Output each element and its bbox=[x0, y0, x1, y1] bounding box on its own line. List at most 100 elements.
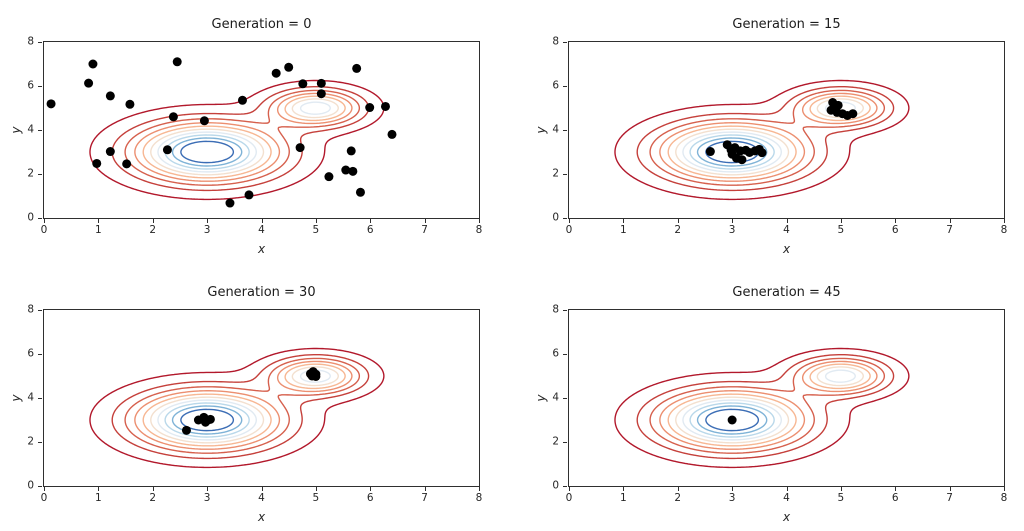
y-tick-mark bbox=[563, 310, 567, 311]
y-tick-mark bbox=[38, 354, 42, 355]
y-tick-mark bbox=[563, 218, 567, 219]
x-tick-label: 3 bbox=[203, 224, 211, 236]
x-axis-label: x bbox=[782, 242, 791, 256]
x-tick-mark bbox=[261, 487, 263, 491]
x-tick-mark bbox=[623, 219, 625, 223]
x-tick-mark bbox=[1004, 487, 1005, 491]
x-tick-mark bbox=[152, 487, 154, 491]
x-tick-label: 7 bbox=[946, 492, 953, 504]
plot-title: Generation = 45 bbox=[732, 285, 841, 300]
y-tick-mark bbox=[38, 310, 42, 311]
x-tick-mark bbox=[623, 487, 625, 491]
y-tick-mark bbox=[563, 86, 567, 87]
x-tick-mark bbox=[732, 219, 734, 223]
x-tick-mark bbox=[152, 219, 154, 223]
x-axis-label: x bbox=[782, 510, 791, 524]
y-tick-mark bbox=[563, 174, 567, 175]
plot-area bbox=[43, 41, 480, 219]
x-tick-mark bbox=[949, 487, 951, 491]
x-tick-label: 0 bbox=[565, 492, 573, 504]
y-tick-mark bbox=[563, 130, 567, 131]
x-tick-label: 4 bbox=[258, 492, 265, 504]
y-tick-label: 0 bbox=[552, 211, 559, 224]
subplot-generation-30: Generation = 30 0 1 2 3 4 5 6 7 8 0 2 4 6 8 x y bbox=[9, 285, 482, 524]
x-axis-label: x bbox=[257, 242, 266, 256]
subplot-generation-0: Generation = 0 0 1 2 3 4 5 6 7 8 0 2 4 6 8 x y bbox=[9, 17, 482, 256]
x-tick-mark bbox=[479, 219, 480, 223]
x-tick-mark bbox=[732, 487, 734, 491]
x-tick-mark bbox=[207, 487, 209, 491]
x-tick-label: 7 bbox=[421, 492, 428, 504]
y-tick-label: 2 bbox=[27, 167, 34, 180]
x-tick-label: 5 bbox=[837, 224, 845, 236]
x-tick-label: 5 bbox=[312, 224, 320, 236]
x-tick-label: 5 bbox=[312, 492, 320, 504]
x-tick-label: 4 bbox=[783, 492, 790, 504]
x-tick-mark bbox=[44, 219, 45, 223]
contour-scatter-canvas bbox=[569, 42, 1004, 218]
x-tick-label: 5 bbox=[837, 492, 845, 504]
x-tick-label: 2 bbox=[674, 224, 682, 236]
x-tick-label: 0 bbox=[565, 224, 573, 236]
x-tick-mark bbox=[261, 219, 263, 223]
x-tick-label: 0 bbox=[40, 492, 48, 504]
x-tick-label: 8 bbox=[1000, 492, 1008, 504]
x-tick-mark bbox=[786, 487, 788, 491]
plot-area bbox=[43, 309, 480, 487]
x-tick-mark bbox=[677, 219, 679, 223]
y-tick-mark bbox=[563, 354, 567, 355]
y-tick-mark bbox=[38, 42, 42, 43]
y-tick-label: 2 bbox=[552, 167, 559, 180]
y-tick-label: 0 bbox=[27, 211, 34, 224]
x-tick-mark bbox=[424, 219, 426, 223]
x-tick-mark bbox=[424, 487, 426, 491]
y-tick-label: 4 bbox=[27, 123, 34, 136]
y-tick-label: 6 bbox=[27, 79, 34, 92]
y-tick-label: 8 bbox=[27, 303, 34, 316]
x-tick-label: 4 bbox=[783, 224, 790, 236]
y-tick-mark bbox=[563, 486, 567, 487]
x-tick-label: 2 bbox=[674, 492, 682, 504]
y-axis-label: y bbox=[534, 126, 548, 134]
contour-scatter-canvas bbox=[44, 42, 479, 218]
y-tick-mark bbox=[38, 218, 42, 219]
contour-scatter-canvas bbox=[44, 310, 479, 486]
x-tick-label: 1 bbox=[95, 492, 102, 504]
x-axis-label: x bbox=[257, 510, 266, 524]
x-tick-label: 6 bbox=[891, 224, 899, 236]
y-tick-mark bbox=[563, 398, 567, 399]
x-tick-label: 4 bbox=[258, 224, 265, 236]
x-tick-mark bbox=[1004, 219, 1005, 223]
plot-area bbox=[568, 309, 1005, 487]
y-tick-label: 8 bbox=[27, 35, 34, 48]
y-tick-label: 8 bbox=[552, 303, 559, 316]
y-tick-label: 4 bbox=[552, 123, 559, 136]
y-axis-label: y bbox=[534, 394, 548, 402]
plot-title: Generation = 0 bbox=[211, 17, 312, 32]
x-tick-label: 3 bbox=[728, 224, 736, 236]
x-tick-mark bbox=[98, 219, 100, 223]
x-tick-label: 6 bbox=[891, 492, 899, 504]
x-tick-mark bbox=[479, 487, 480, 491]
y-tick-mark bbox=[563, 42, 567, 43]
x-tick-label: 8 bbox=[1000, 224, 1008, 236]
x-tick-mark bbox=[370, 219, 372, 223]
x-tick-mark bbox=[569, 487, 570, 491]
y-tick-label: 2 bbox=[27, 435, 34, 448]
x-tick-mark bbox=[840, 219, 842, 223]
y-tick-label: 6 bbox=[552, 79, 559, 92]
x-tick-mark bbox=[677, 487, 679, 491]
x-tick-label: 1 bbox=[620, 224, 627, 236]
x-tick-mark bbox=[949, 219, 951, 223]
y-axis-label: y bbox=[9, 126, 23, 134]
y-tick-mark bbox=[563, 442, 567, 443]
plot-title: Generation = 30 bbox=[207, 285, 316, 300]
x-tick-mark bbox=[207, 219, 209, 223]
y-tick-label: 0 bbox=[552, 479, 559, 492]
x-tick-label: 1 bbox=[620, 492, 627, 504]
contour-scatter-canvas bbox=[569, 310, 1004, 486]
subplot-generation-15: Generation = 15 0 1 2 3 4 5 6 7 8 0 2 4 6 8 x y bbox=[534, 17, 1007, 256]
x-tick-label: 6 bbox=[366, 224, 374, 236]
x-tick-mark bbox=[315, 219, 317, 223]
